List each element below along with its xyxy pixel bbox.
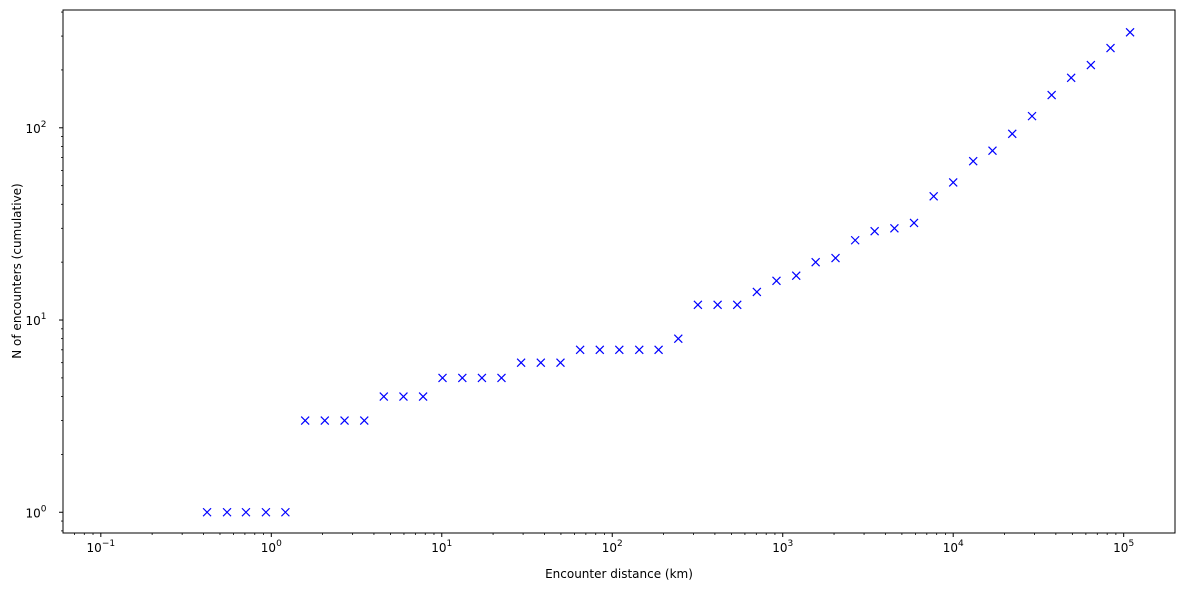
data-point-marker [340, 416, 349, 425]
x-tick-label: 103 [772, 539, 793, 555]
data-point-marker [300, 416, 310, 425]
data-point-marker [889, 223, 899, 233]
data-point-marker [693, 300, 703, 310]
data-point-marker [1125, 27, 1135, 37]
data-point-marker [968, 156, 978, 166]
data-point-marker [457, 373, 467, 383]
data-point-marker [791, 271, 801, 281]
data-markers [202, 27, 1135, 517]
x-axis-title: Encounter distance (km) [545, 567, 693, 581]
data-point-marker [831, 253, 840, 263]
major-ticks [59, 127, 1125, 537]
data-point-marker [752, 287, 762, 297]
x-tick-label: 102 [602, 539, 623, 555]
data-point-marker [438, 373, 447, 383]
data-point-marker [1066, 73, 1076, 83]
data-point-marker [811, 257, 821, 267]
data-point-marker [477, 373, 487, 383]
data-point-marker [713, 300, 723, 310]
data-point-marker [379, 392, 389, 401]
data-point-marker [202, 507, 212, 517]
x-tick-label: 104 [943, 539, 964, 555]
x-tick-label: 10−1 [87, 539, 116, 555]
tick-labels: 10−1 100 101 102 103 104 105 100 101 102 [25, 120, 1134, 555]
y-axis-title: N of encounters (cumulative) [10, 183, 24, 358]
x-tick-label: 105 [1113, 539, 1134, 555]
data-point-marker [909, 218, 919, 228]
data-point-marker [1086, 60, 1096, 70]
x-tick-label: 100 [261, 539, 282, 555]
data-point-marker [929, 191, 939, 201]
data-point-marker [359, 416, 369, 425]
data-point-marker [241, 507, 251, 517]
data-point-marker [280, 507, 290, 517]
data-point-marker [1007, 129, 1017, 139]
data-point-marker [399, 392, 408, 401]
y-tick-label: 100 [25, 504, 46, 520]
minor-ticks [61, 11, 1117, 535]
data-point-marker [1027, 111, 1037, 121]
data-point-marker [595, 345, 605, 355]
data-point-marker [1106, 43, 1115, 53]
data-point-marker [575, 345, 585, 355]
data-point-marker [556, 358, 565, 368]
data-point-marker [320, 416, 330, 425]
data-point-marker [261, 507, 271, 517]
y-tick-label: 101 [25, 312, 46, 328]
data-point-marker [870, 226, 880, 236]
data-point-marker [418, 392, 428, 401]
data-point-marker [516, 358, 526, 368]
data-point-marker [673, 334, 683, 344]
plot-area-frame [62, 9, 1176, 534]
x-tick-label: 101 [431, 539, 452, 555]
data-point-marker [536, 358, 546, 368]
data-point-marker [654, 345, 664, 355]
data-point-marker [222, 507, 232, 517]
data-point-marker [850, 235, 860, 245]
data-point-marker [497, 373, 506, 383]
data-point-marker [614, 345, 624, 355]
data-point-marker [988, 146, 997, 156]
data-point-marker [1047, 90, 1057, 100]
data-point-marker [732, 300, 742, 310]
y-tick-label: 102 [25, 120, 46, 136]
data-point-marker [948, 177, 958, 187]
data-point-marker [772, 276, 781, 286]
data-point-marker [634, 345, 644, 355]
